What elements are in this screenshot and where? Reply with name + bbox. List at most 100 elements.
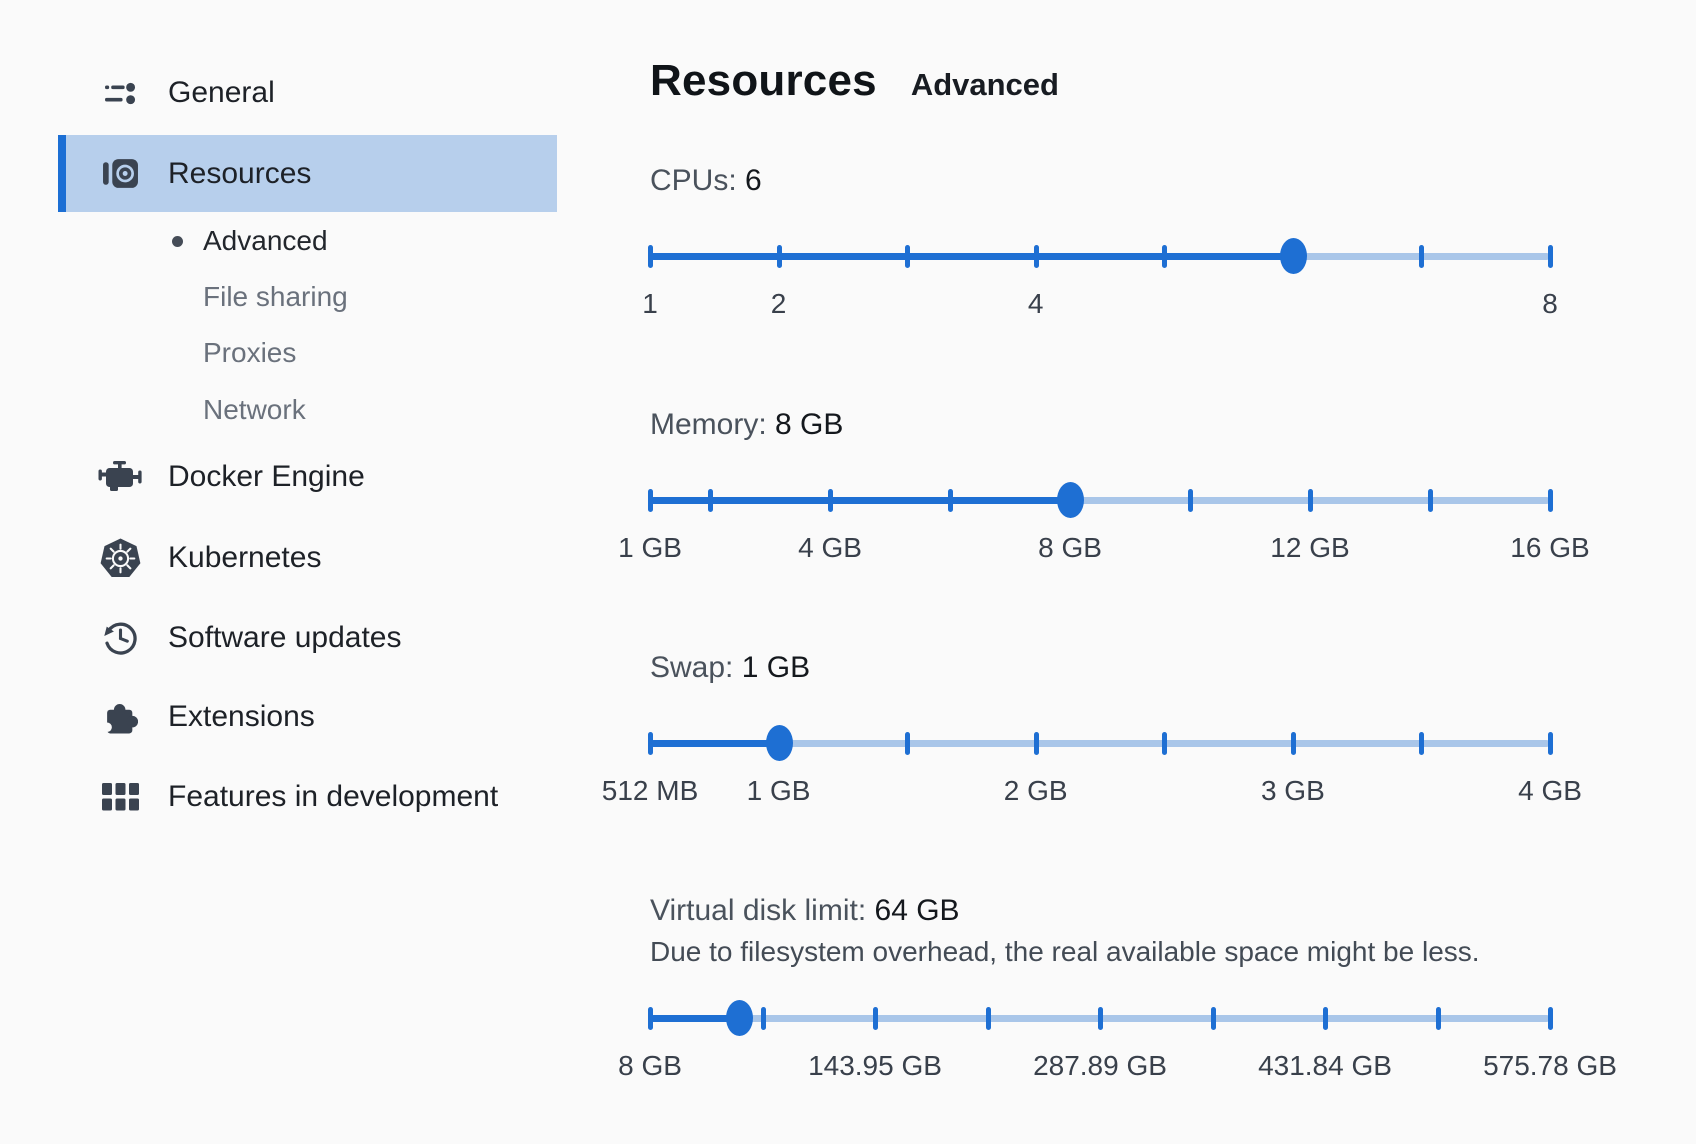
cpus-slider[interactable]: 1 2 4 8: [642, 238, 1558, 376]
slider-handle[interactable]: [725, 1000, 753, 1036]
slider-tick-label: 575.78 GB: [1483, 1050, 1617, 1081]
slider-fill: [650, 1015, 739, 1022]
sidebar-subitem-network[interactable]: Network: [203, 394, 306, 425]
slider-track[interactable]: [650, 497, 1550, 504]
slider-fill: [650, 253, 1293, 260]
sliders-icon: [98, 77, 142, 110]
slider-handle[interactable]: [765, 725, 793, 761]
selected-accent-bar: [58, 135, 66, 212]
slider-tick: [1033, 245, 1039, 268]
slider-tick-label: 8: [1542, 288, 1558, 319]
history-clock-icon: [98, 620, 142, 657]
slider-tick-label: 8 GB: [1038, 532, 1102, 563]
cpus-value: 6: [745, 164, 762, 197]
memory-section: Memory: 8 GB 1 GB 4 GB 8 GB 12 GB 16 GB: [618, 406, 1590, 563]
slider-tick: [648, 1007, 653, 1030]
slider-tick-label: 1 GB: [618, 532, 682, 563]
swap-slider[interactable]: 512 MB 1 GB 2 GB 3 GB 4 GB: [602, 725, 1582, 863]
memory-slider[interactable]: 1 GB 4 GB 8 GB 12 GB 16 GB: [618, 482, 1590, 620]
slider-tick: [985, 1007, 991, 1030]
sidebar-subitem-proxies[interactable]: Proxies: [203, 337, 297, 368]
slider-tick: [776, 245, 782, 268]
slider-tick-label: 4 GB: [1518, 775, 1582, 806]
sidebar-subitem-advanced[interactable]: Advanced: [58, 213, 557, 269]
slider-tick: [1548, 489, 1553, 512]
slider-handle[interactable]: [1057, 482, 1084, 518]
slider-tick-label: 2: [770, 288, 787, 319]
slider-tick-label: 287.89 GB: [1033, 1050, 1167, 1081]
virtual-disk-label: Virtual disk limit: 64 GB: [650, 894, 960, 927]
slider-tick: [1548, 732, 1553, 755]
slider-tick-label: 8 GB: [618, 1050, 682, 1081]
sidebar-item-docker-engine[interactable]: Docker Engine: [58, 449, 557, 505]
sidebar-item-general[interactable]: General: [58, 65, 557, 121]
slider-tick: [1290, 732, 1296, 755]
slider-fill: [650, 497, 1070, 504]
slider-tick: [1323, 1007, 1328, 1030]
swap-section: Swap: 1 GB 512 MB 1 GB 2 GB 3 GB 4 GB: [602, 649, 1582, 806]
sidebar-item-software-updates[interactable]: Software updates: [58, 610, 557, 666]
slider-tick: [1419, 245, 1425, 268]
cpus-section: CPUs: 6 1 2 4 8: [642, 162, 1558, 319]
slider-tick-label: 3 GB: [1260, 775, 1325, 806]
slider-track[interactable]: [650, 740, 1550, 747]
slider-fill: [650, 740, 779, 747]
active-bullet-icon: [172, 236, 183, 247]
slider-tick-label: 2 GB: [1003, 775, 1068, 806]
sidebar-item-label: Resources: [168, 156, 312, 190]
slider-tick: [1548, 1007, 1553, 1030]
slider-tick: [648, 489, 653, 512]
page-title: Resources: [650, 56, 877, 105]
settings-sidebar: General Resources Advanced File sharing …: [0, 0, 560, 1144]
swap-value: 1 GB: [741, 651, 811, 684]
slider-tick: [1428, 489, 1433, 512]
slider-tick: [1435, 1007, 1441, 1030]
swap-label: Swap: 1 GB: [650, 651, 811, 684]
slider-tick-label: 1 GB: [746, 775, 811, 806]
sidebar-item-label: General: [168, 76, 275, 109]
slider-tick: [1307, 489, 1313, 512]
slider-tick: [905, 732, 911, 755]
slider-tick: [1162, 245, 1168, 268]
slider-tick-label: 12 GB: [1270, 532, 1350, 563]
slider-tick-label: 143.95 GB: [808, 1050, 942, 1081]
grid-icon: [98, 783, 142, 811]
page-header: Resources Advanced: [650, 56, 1059, 106]
slider-tick: [708, 489, 713, 512]
sidebar-item-features-in-development[interactable]: Features in development: [58, 769, 557, 825]
puzzle-icon: [98, 700, 142, 735]
resources-icon: [98, 155, 142, 192]
slider-tick-label: 16 GB: [1510, 532, 1590, 563]
slider-tick-label: 4 GB: [798, 532, 862, 563]
sidebar-item-label: Extensions: [168, 700, 315, 733]
slider-tick: [1162, 732, 1168, 755]
sidebar-subitem-file-sharing[interactable]: File sharing: [203, 281, 348, 312]
sidebar-item-kubernetes[interactable]: Kubernetes: [58, 530, 557, 586]
slider-tick-label: 4: [1027, 288, 1044, 319]
slider-tick: [1033, 732, 1039, 755]
slider-tick: [947, 489, 953, 512]
slider-tick: [1188, 489, 1193, 512]
sidebar-item-resources[interactable]: Resources: [58, 135, 557, 212]
slider-tick-label: 512 MB: [601, 775, 699, 806]
virtual-disk-slider[interactable]: 8 GB 143.95 GB 287.89 GB 431.84 GB 575.78 GB: [618, 1000, 1617, 1138]
virtual-disk-note: Due to filesystem overhead, the real ava…: [650, 936, 1480, 967]
slider-tick: [1419, 732, 1425, 755]
memory-label: Memory: 8 GB: [650, 408, 844, 441]
sidebar-item-label: Features in development: [168, 780, 499, 813]
kubernetes-icon: [98, 538, 142, 579]
slider-tick-label: 1: [642, 288, 658, 319]
sidebar-item-extensions[interactable]: Extensions: [58, 689, 557, 745]
memory-value: 8 GB: [775, 408, 844, 441]
slider-tick: [1210, 1007, 1216, 1030]
slider-handle[interactable]: [1279, 238, 1307, 274]
slider-tick: [648, 245, 653, 268]
page-subtitle: Advanced: [910, 67, 1059, 102]
slider-tick: [1548, 245, 1553, 268]
slider-tick: [760, 1007, 766, 1030]
cpus-label: CPUs: 6: [650, 164, 762, 197]
slider-tick: [828, 489, 833, 512]
slider-tick: [873, 1007, 878, 1030]
slider-tick: [905, 245, 911, 268]
slider-tick: [1098, 1007, 1103, 1030]
